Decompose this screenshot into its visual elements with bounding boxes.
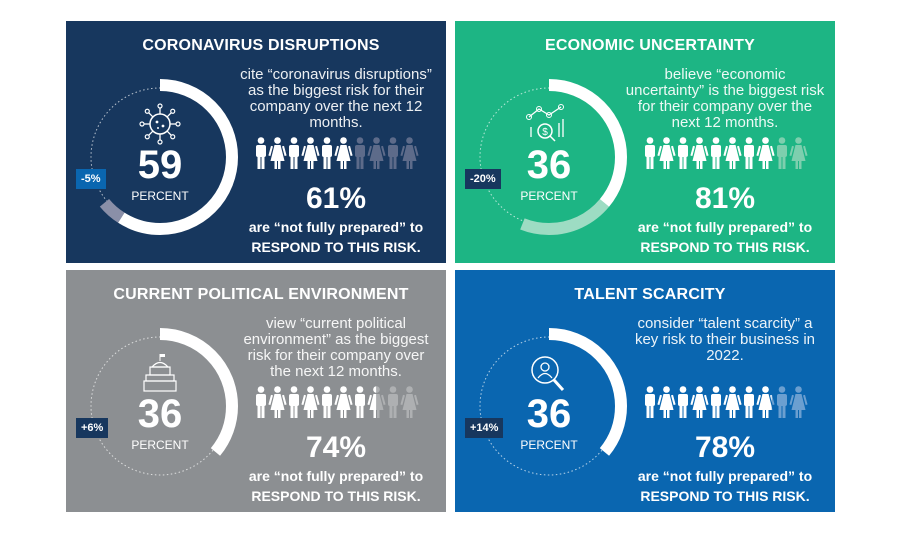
percent-label: PERCENT (520, 438, 578, 452)
gauge-ring (82, 328, 238, 484)
caption-line-2: RESPOND TO THIS RISK. (251, 239, 421, 255)
people-pictogram (645, 386, 808, 418)
risk-percent-value: 36 (137, 392, 183, 436)
risk-description: believe “economic uncertainty” is the bi… (625, 66, 825, 131)
not-prepared-caption: are “not fully prepared” to RESPOND TO TH… (231, 466, 441, 506)
not-prepared-percent: 78% (694, 431, 756, 464)
gauge-value-arc (471, 328, 627, 484)
gauge-value-arc (471, 79, 627, 235)
gauge-prior-segment (471, 79, 627, 235)
svg-text:$: $ (542, 127, 548, 138)
people-icons-filled (256, 137, 353, 169)
risk-percent-value: 59 (137, 143, 183, 187)
panel-talent: TALENT SCARCITY 36 PERCENT +14% consider… (455, 270, 835, 512)
risk-description: view “current political environment” as … (243, 315, 429, 380)
change-badge: +6% (76, 418, 109, 438)
people-icons-filled (645, 137, 775, 169)
not-prepared-percent: 61% (305, 182, 367, 215)
gauge-ring (471, 328, 627, 484)
gauge-value-arc (82, 328, 238, 484)
capitol-icon (143, 354, 177, 392)
percent-label: PERCENT (131, 438, 189, 452)
people-icons-filled (256, 386, 377, 418)
gauge-ring (471, 79, 627, 235)
not-prepared-percent: 74% (305, 431, 367, 464)
panel-coronavirus: CORONAVIRUS DISRUPTIONS 59 PERCENT -5% c… (66, 21, 446, 263)
risk-description: cite “coronavirus disruptions” as the bi… (240, 66, 432, 131)
caption-line-2: RESPOND TO THIS RISK. (640, 488, 810, 504)
panel-title: ECONOMIC UNCERTAINTY (545, 37, 755, 54)
caption-line-2: RESPOND TO THIS RISK. (251, 488, 421, 504)
panel-title: TALENT SCARCITY (574, 286, 726, 303)
caption-line-1: are “not fully prepared” to (637, 468, 813, 484)
panel-economic: ECONOMIC UNCERTAINTY $ 36 PERCENT -20% b… (455, 21, 835, 263)
caption-line-1: are “not fully prepared” to (248, 219, 424, 235)
people-pictogram (645, 137, 808, 169)
panel-political: CURRENT POLITICAL ENVIRONMENT 36 PERCENT… (66, 270, 446, 512)
chart-dollar-icon: $ (526, 104, 564, 142)
percent-label: PERCENT (520, 189, 578, 203)
panel-title: CURRENT POLITICAL ENVIRONMENT (113, 286, 409, 303)
not-prepared-percent: 81% (694, 182, 756, 215)
risk-percent-value: 36 (526, 392, 572, 436)
not-prepared-caption: are “not fully prepared” to RESPOND TO TH… (620, 217, 830, 257)
caption-line-2: RESPOND TO THIS RISK. (640, 239, 810, 255)
virus-icon (139, 103, 181, 145)
people-pictogram (256, 386, 419, 418)
gauge-ring (82, 79, 238, 235)
panel-title: CORONAVIRUS DISRUPTIONS (142, 37, 380, 54)
percent-label: PERCENT (131, 189, 189, 203)
change-badge: +14% (465, 418, 504, 438)
not-prepared-caption: are “not fully prepared” to RESPOND TO TH… (231, 217, 441, 257)
people-icons-filled (645, 386, 772, 418)
gauge-value-arc (82, 79, 238, 235)
people-pictogram (256, 137, 419, 169)
search-person-icon (531, 356, 565, 392)
caption-line-1: are “not fully prepared” to (248, 468, 424, 484)
risk-description: consider “talent scarcity” a key risk to… (634, 315, 816, 364)
caption-line-1: are “not fully prepared” to (637, 219, 813, 235)
change-badge: -20% (465, 169, 501, 189)
risk-percent-value: 36 (526, 143, 572, 187)
not-prepared-caption: are “not fully prepared” to RESPOND TO TH… (620, 466, 830, 506)
change-badge: -5% (76, 169, 106, 189)
